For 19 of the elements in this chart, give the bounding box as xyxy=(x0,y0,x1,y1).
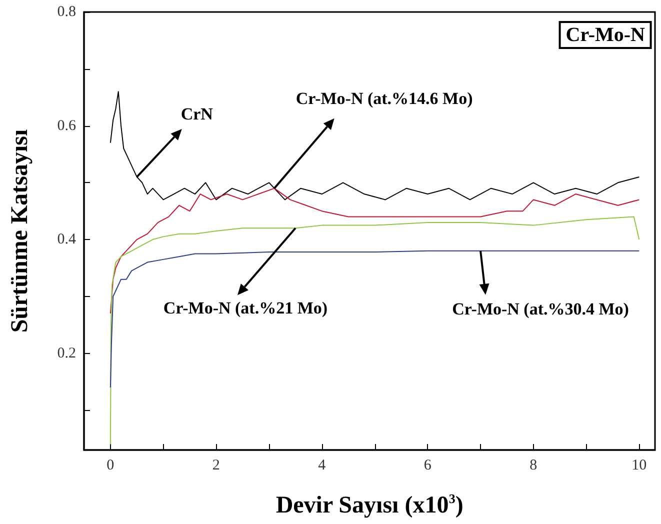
x-tick-label: 8 xyxy=(530,458,538,474)
text: Cr-Mo-N xyxy=(566,24,646,46)
annotation: Cr-Mo-N (at.%30.4 Mo) xyxy=(452,299,629,318)
line-series xyxy=(110,91,640,200)
y-tick-label: 0.2 xyxy=(57,345,76,362)
line-series xyxy=(110,216,640,445)
y-tick-label: 0.4 xyxy=(57,232,76,248)
y-tick-label: 0.8 xyxy=(57,4,76,20)
annotation: Cr-Mo-N (at.%14.6 Mo) xyxy=(296,88,473,108)
annotation: CrN xyxy=(180,104,214,124)
x-tick-label: 2 xyxy=(212,458,220,474)
y-axis-title: Sürtünme Katsayısı xyxy=(7,128,33,333)
annotation: Cr-Mo-N (at.%21 Mo) xyxy=(163,298,328,318)
y-tick-label: 0.6 xyxy=(57,118,76,134)
x-tick-label: 6 xyxy=(424,458,432,474)
line-series xyxy=(110,250,640,388)
x-tick-label: 10 xyxy=(632,458,647,474)
x-tick-label: 0 xyxy=(106,458,114,474)
x-tick-label: 4 xyxy=(318,458,326,474)
